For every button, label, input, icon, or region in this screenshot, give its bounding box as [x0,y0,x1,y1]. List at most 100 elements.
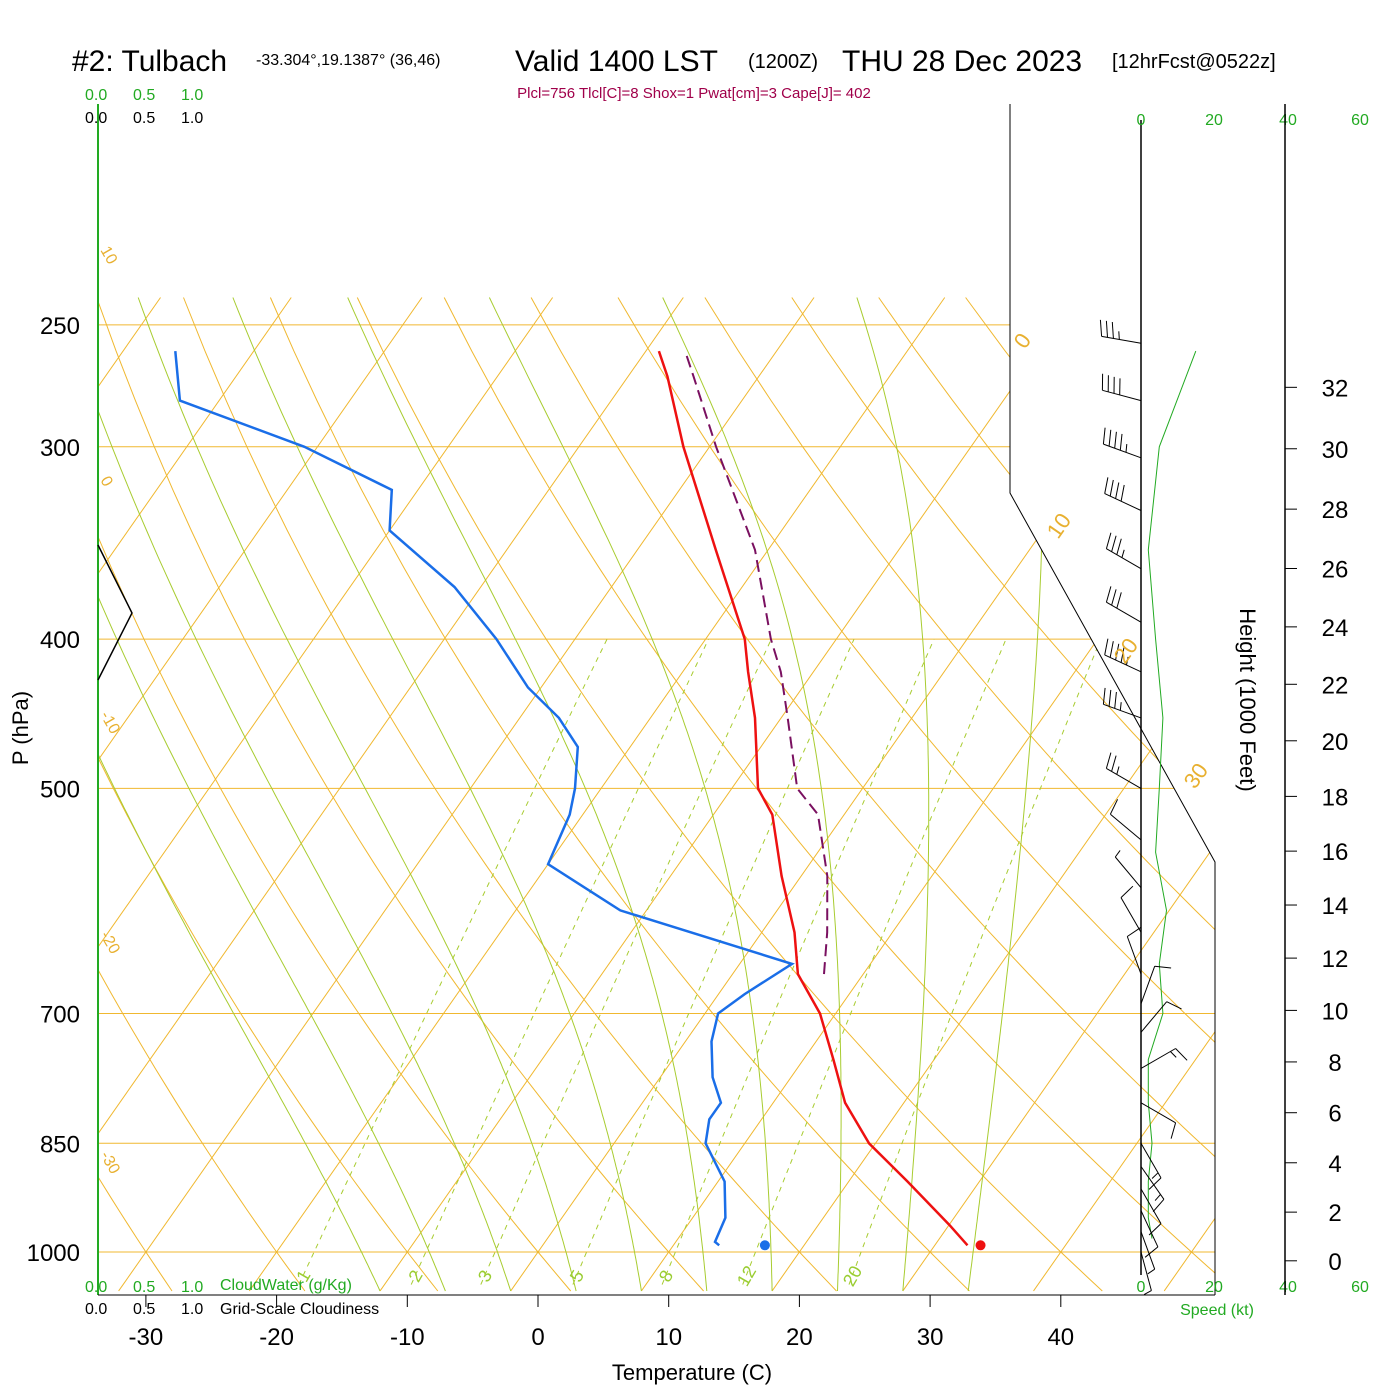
height-tick-14: 14 [1322,893,1349,920]
wind-barb-flag [1144,1246,1159,1258]
height-tick-24: 24 [1322,615,1349,642]
speed-tick-bottom-2: 40 [1279,1279,1297,1296]
temperature-tick-40: 40 [1047,1324,1074,1351]
dry-adiabat [1226,298,1400,1292]
isotherm-label-left-10: 10 [97,244,121,268]
mixing-ratio-label-2: 2 [404,1267,426,1286]
cloudiness-profile [97,544,133,681]
temperature-tick--10: -10 [390,1324,425,1351]
dry-adiabat [0,298,39,1292]
wind-barb-staff [1104,654,1142,673]
isotherm-line [98,297,554,1292]
background-grid [0,297,1400,1292]
temperature-tick-20: 20 [786,1324,813,1351]
wind-barb-flag [1102,687,1106,705]
wind-barb-staff [1104,493,1142,511]
cloud-scale-top-green-2: 1.0 [181,87,203,104]
wind-barb-staff [1103,703,1142,719]
wind-barb-half [1118,331,1120,340]
speed-tick-top-2: 40 [1279,112,1297,129]
wind-barb [1109,799,1142,841]
wind-barb-staff [1114,856,1142,889]
wind-speed-profile [1147,350,1197,1239]
temperature-axis-label: Temperature (C) [612,1360,772,1385]
height-tick-4: 4 [1328,1151,1341,1178]
height-tick-10: 10 [1322,998,1349,1025]
wind-barb-staff [1140,1231,1156,1270]
height-tick-22: 22 [1322,672,1349,699]
wind-barb-flag [1166,1001,1182,1010]
valid-date: THU 28 Dec 2023 [842,45,1082,78]
wind-barb-flag [1105,752,1112,769]
wind-barb-half [1170,1051,1177,1058]
speed-tick-top-3: 60 [1351,112,1369,129]
cloud-scale-bottom-black-2: 1.0 [181,1301,203,1318]
wind-barb-staff [1140,1001,1168,1033]
wind-barb-flag [1099,319,1103,337]
dry-adiabat [1139,297,1215,1292]
wind-barb-staff [1140,1210,1159,1248]
wind-barb-flag [1109,799,1119,815]
wind-barb [1140,1143,1162,1190]
wind-barb [1105,586,1142,623]
wind-barb-flag [1120,646,1125,663]
dry-adiabat [98,297,173,1292]
wind-barb-staff [1120,897,1142,933]
wind-barb-flag [1152,1198,1165,1213]
wind-barb [1140,1001,1182,1033]
isotherm-line [379,297,1076,1292]
wind-barb-staff [1140,1166,1165,1200]
cloud-scale-top-green-0: 0.0 [85,87,107,104]
isotherm-line [771,297,1215,1292]
height-tick-28: 28 [1322,497,1349,524]
isotherm-line [902,297,1215,1292]
mixing-ratio-line [410,638,709,1285]
isotherm-label-right-0: 0 [1009,328,1037,352]
mixing-ratio-label-5: 5 [566,1267,588,1286]
wind-barb-flag [1105,586,1112,603]
valid-zulu: (1200Z) [748,51,818,73]
surface-dew-point [759,1240,770,1251]
moist-adiabat [232,297,642,1292]
wind-barb-half [1147,1268,1155,1275]
surface-temp-point [975,1240,986,1251]
wind-barb-half [1126,656,1129,666]
isotherm-line [98,297,292,1292]
wind-barb-staff [1106,601,1142,623]
cloud-scale-bottom-green-0: 0.0 [85,1279,107,1296]
station-title: #2: Tulbach [72,45,227,78]
wind-barb-flag [1105,532,1112,549]
wind-barb-flag [1116,538,1122,555]
wind-barb-flag [1108,429,1112,447]
cloudiness-label: Grid-Scale Cloudiness [220,1301,379,1318]
speed-tick-bottom-3: 60 [1351,1279,1369,1296]
temperature-tick-10: 10 [655,1324,682,1351]
pressure-tick-250: 250 [40,313,80,340]
wind-barb-flag [1120,484,1125,502]
mixing-ratio-labels: 1 2 3 5 8 12 20 [292,1262,866,1289]
mixing-ratio-line [298,638,608,1285]
pressure-axis-label: P (hPa) [8,691,33,765]
wind-barb-half [1143,1290,1152,1296]
wind-barb-flag [1120,885,1134,898]
wind-barb-flag [1104,477,1109,494]
sounding-params: Plcl=756 Tlcl[C]=8 Shox=1 Pwat[cm]=3 Cap… [517,85,871,102]
isotherm-label-left--10: -10 [97,709,123,738]
dry-adiabat [443,297,1215,1292]
isotherm-label-right-30: 30 [1179,758,1214,792]
temperature-line [657,350,969,1247]
moist-adiabat [98,297,446,1292]
cloudwater-label: CloudWater (g/Kg) [220,1277,352,1294]
wind-barb-half [1125,444,1128,453]
speed-label: Speed (kt) [1180,1302,1254,1319]
wind-barb-staff [1106,548,1142,570]
wind-barb-flag [1170,1122,1177,1139]
isotherm-label-left-0: 0 [97,474,116,490]
cloud-scale-top-green-1: 0.5 [133,87,155,104]
temperature-tick--30: -30 [129,1324,164,1351]
wind-barb-flag [1119,433,1123,451]
wind-barb [1140,1166,1165,1213]
wind-barb-flag [1109,479,1114,497]
forecast-info: [12hrFcst@0522z] [1112,51,1276,73]
